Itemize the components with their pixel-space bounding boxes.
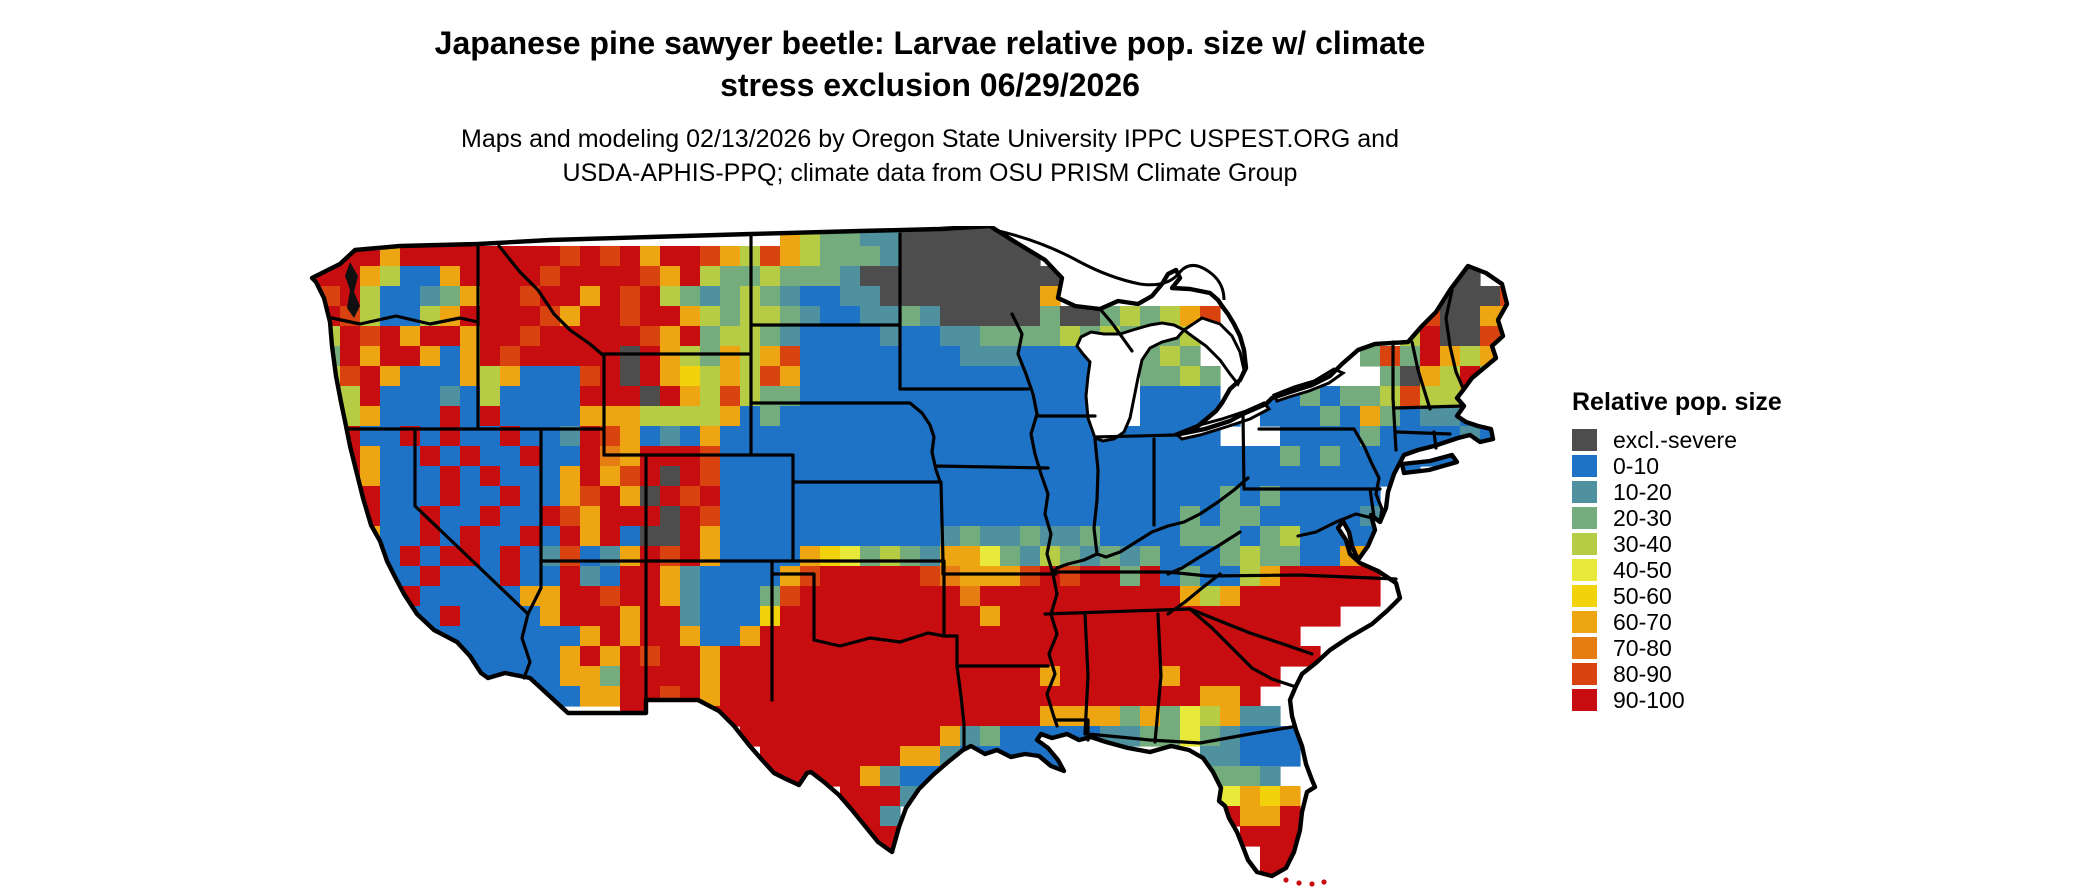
page-title-line2: stress exclusion 06/29/2026 bbox=[720, 67, 1140, 103]
legend-item: 80-90 bbox=[1572, 660, 1782, 687]
legend-item: 0-10 bbox=[1572, 452, 1782, 479]
legend-item: excl.-severe bbox=[1572, 426, 1782, 453]
legend-swatch bbox=[1572, 507, 1597, 529]
legend-swatch bbox=[1572, 533, 1597, 555]
legend-title: Relative pop. size bbox=[1572, 388, 1782, 416]
legend-swatch bbox=[1572, 689, 1597, 711]
map-credits-line2: USDA-APHIS-PPQ; climate data from OSU PR… bbox=[562, 159, 1298, 187]
legend-item-label: 40-50 bbox=[1613, 556, 1672, 583]
legend-item-label: 60-70 bbox=[1613, 608, 1672, 635]
legend-swatch bbox=[1572, 663, 1597, 685]
legend-swatch bbox=[1572, 429, 1597, 451]
map-credits: Maps and modeling 02/13/2026 by Oregon S… bbox=[0, 122, 1860, 190]
legend-swatch bbox=[1572, 455, 1597, 477]
legend-item-label: 0-10 bbox=[1613, 452, 1660, 479]
legend-items: excl.-severe 0-10 10-20 20-30 30-40 40-50 50-6… bbox=[1572, 426, 1782, 713]
legend-item-label: 70-80 bbox=[1613, 634, 1672, 661]
lake-superior-north-shore bbox=[993, 228, 1226, 301]
legend-swatch bbox=[1572, 637, 1597, 659]
page-title-line1: Japanese pine sawyer beetle: Larvae rela… bbox=[434, 25, 1426, 61]
legend-item: 20-30 bbox=[1572, 504, 1782, 531]
raster-cells bbox=[312, 226, 1507, 876]
puget-sound bbox=[345, 262, 360, 318]
lake-michigan bbox=[1075, 321, 1187, 443]
legend-item: 10-20 bbox=[1572, 478, 1782, 505]
legend-item: 40-50 bbox=[1572, 556, 1782, 583]
legend: Relative pop. size excl.-severe 0-10 10-20… bbox=[1572, 388, 1782, 715]
us-population-raster-map bbox=[300, 226, 1515, 888]
legend-swatch bbox=[1572, 559, 1597, 581]
legend-item-label: 20-30 bbox=[1613, 504, 1672, 531]
legend-swatch bbox=[1572, 585, 1597, 607]
legend-item-label: 80-90 bbox=[1613, 660, 1672, 687]
legend-item: 50-60 bbox=[1572, 582, 1782, 609]
legend-item: 60-70 bbox=[1572, 608, 1782, 635]
legend-item: 70-80 bbox=[1572, 634, 1782, 661]
legend-item: 90-100 bbox=[1572, 686, 1782, 713]
legend-item-label: 10-20 bbox=[1613, 478, 1672, 505]
florida-keys bbox=[1283, 877, 1327, 887]
legend-swatch bbox=[1572, 611, 1597, 633]
us-outline bbox=[309, 226, 1510, 879]
map-credits-line1: Maps and modeling 02/13/2026 by Oregon S… bbox=[461, 125, 1399, 153]
page-title: Japanese pine sawyer beetle: Larvae rela… bbox=[0, 22, 1860, 106]
legend-swatch bbox=[1572, 481, 1597, 503]
legend-item-label: excl.-severe bbox=[1613, 426, 1737, 453]
map-svg bbox=[309, 226, 1510, 887]
legend-item-label: 30-40 bbox=[1613, 530, 1672, 557]
legend-item-label: 50-60 bbox=[1613, 582, 1672, 609]
state-borders bbox=[330, 232, 1465, 752]
legend-item: 30-40 bbox=[1572, 530, 1782, 557]
legend-item-label: 90-100 bbox=[1613, 686, 1685, 713]
